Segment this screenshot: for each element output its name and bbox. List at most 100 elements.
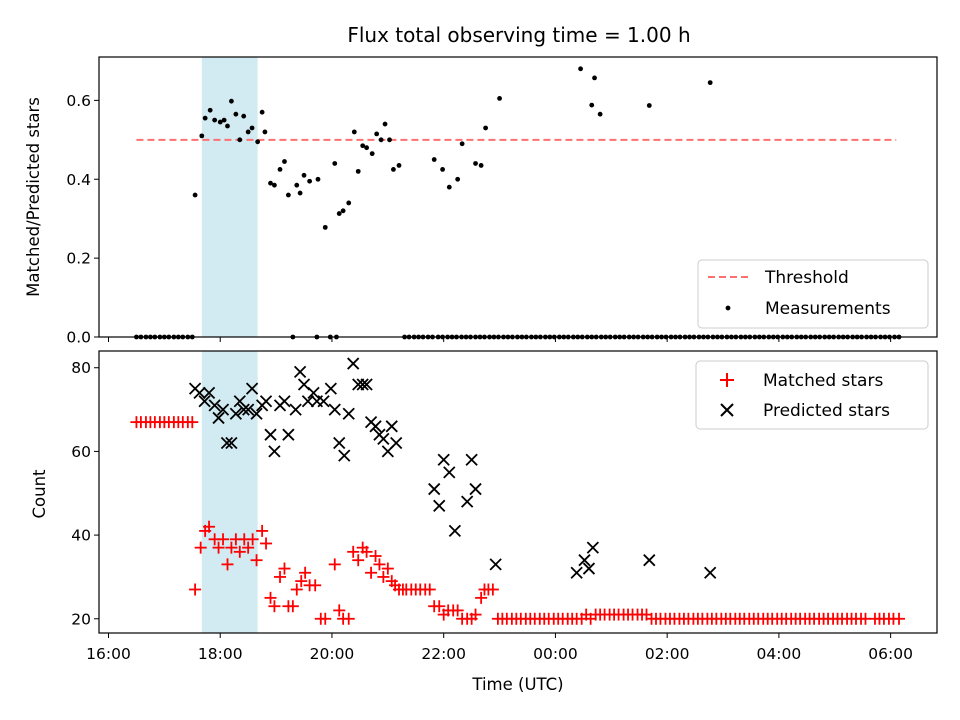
matched-stars-point bbox=[186, 416, 199, 429]
predicted-stars-point bbox=[301, 395, 315, 408]
measurement-point bbox=[217, 119, 223, 125]
measurement-point bbox=[578, 66, 583, 72]
predicted-stars-point bbox=[356, 378, 369, 391]
measurements-legend-label: Measurements bbox=[765, 299, 891, 319]
matched-stars-point bbox=[369, 550, 382, 563]
predicted-stars-point bbox=[268, 445, 281, 458]
predicted-stars-point bbox=[216, 403, 230, 416]
predicted-stars-point bbox=[282, 428, 295, 441]
measurement-point bbox=[646, 103, 652, 108]
matched-stars-point bbox=[365, 566, 378, 579]
x-tick-label: 18:00 bbox=[198, 645, 243, 663]
measurement-point bbox=[277, 166, 283, 172]
measurement-point bbox=[391, 166, 396, 172]
measurement-point bbox=[497, 96, 502, 101]
predicted-stars-point bbox=[237, 403, 250, 416]
x-tick-label: 20:00 bbox=[310, 645, 355, 663]
matched-stars-point bbox=[256, 524, 269, 537]
predicted-stars-point bbox=[390, 436, 403, 450]
bottom-y-tick-label: 40 bbox=[71, 527, 91, 545]
chart-title: Flux total observing time = 1.00 h bbox=[347, 23, 690, 47]
predicted-stars-point bbox=[586, 541, 599, 554]
matched-stars-point bbox=[381, 562, 394, 575]
measurement-point bbox=[382, 121, 388, 127]
matched-stars-point bbox=[295, 575, 308, 588]
measurement-point bbox=[707, 80, 713, 86]
predicted-stars-point bbox=[347, 357, 360, 370]
matched-stars-point bbox=[319, 612, 332, 625]
matched-stars-point bbox=[225, 541, 238, 554]
top-y-axis-label: Matched/Predicted stars bbox=[24, 97, 43, 297]
predicted-stars-point bbox=[570, 566, 583, 579]
predicted-stars-point bbox=[242, 403, 255, 416]
predicted-stars-point bbox=[328, 403, 341, 416]
predicted-stars-point bbox=[220, 436, 234, 450]
predicted-stars-point bbox=[198, 395, 211, 408]
top-highlight-span bbox=[201, 57, 258, 337]
matched-stars-point bbox=[203, 520, 216, 533]
measurement-point bbox=[294, 182, 300, 188]
measurement-point bbox=[597, 111, 603, 117]
top-y-tick-label: 0.6 bbox=[66, 92, 91, 110]
predicted-stars-point bbox=[433, 499, 446, 512]
predicted-stars-point bbox=[360, 378, 373, 391]
predicted-stars-point bbox=[193, 386, 206, 399]
measurement-point bbox=[207, 107, 213, 113]
measurement-point bbox=[455, 176, 461, 182]
measurement-point bbox=[478, 163, 484, 168]
matched-stars-point bbox=[352, 554, 365, 567]
top-panel: 0.0 0.2 0.4 0.6 Matched/Predicted stars Thr… bbox=[24, 56, 938, 347]
predicted-stars-point bbox=[317, 395, 330, 408]
top-y-tick-label: 0.4 bbox=[66, 171, 91, 189]
measurement-point bbox=[483, 125, 488, 131]
x-tick-label: 22:00 bbox=[421, 645, 466, 663]
matched-stars-point bbox=[274, 570, 287, 583]
measurement-point bbox=[225, 123, 230, 129]
predicted-stars-point bbox=[704, 566, 717, 579]
measurement-point bbox=[212, 117, 218, 123]
measurement-point bbox=[387, 137, 392, 143]
measurement-point bbox=[396, 163, 402, 168]
measurement-point bbox=[307, 178, 313, 184]
measurement-point bbox=[245, 129, 251, 135]
measurement-point bbox=[346, 200, 352, 206]
measurement-point bbox=[336, 211, 342, 216]
x-tick-label: 16:00 bbox=[86, 645, 131, 663]
measurement-point bbox=[592, 75, 597, 81]
matched-stars-point bbox=[242, 541, 255, 554]
predicted-stars-point bbox=[289, 403, 302, 416]
measurement-point bbox=[459, 141, 465, 147]
matched-stars-point bbox=[373, 558, 386, 571]
measurement-point bbox=[446, 184, 452, 190]
measurement-point bbox=[374, 131, 380, 137]
measurement-point bbox=[369, 151, 375, 157]
bottom-y-tick-label: 20 bbox=[71, 610, 91, 628]
matched-stars-point bbox=[299, 566, 312, 579]
predicted-stars-point bbox=[643, 554, 656, 567]
x-tick-label: 06:00 bbox=[868, 645, 913, 663]
predicted-stars-point bbox=[245, 382, 259, 395]
predicted-stars-point bbox=[307, 386, 320, 399]
predicted-stars-point bbox=[443, 466, 456, 479]
predicted-stars-point bbox=[229, 407, 243, 420]
predicted-stars-point bbox=[369, 420, 382, 433]
predicted-stars-point bbox=[225, 436, 238, 450]
predicted-stars-point bbox=[212, 411, 225, 425]
matched-stars-point bbox=[377, 570, 390, 583]
measurement-point bbox=[268, 180, 273, 186]
predicted-stars-point bbox=[342, 407, 355, 420]
top-legend-box bbox=[697, 259, 929, 329]
matched-stars-point bbox=[893, 612, 906, 625]
predicted-stars-point bbox=[489, 558, 502, 571]
measurement-point bbox=[297, 190, 303, 196]
matched-stars-point bbox=[250, 554, 263, 567]
predicted-stars-point bbox=[324, 382, 337, 395]
measurement-point bbox=[241, 113, 247, 119]
predicted-stars-point bbox=[461, 495, 474, 508]
x-tick-label: 00:00 bbox=[533, 645, 578, 663]
matched-stars-point bbox=[309, 579, 322, 592]
measurement-point bbox=[315, 176, 321, 182]
bottom-highlight-span bbox=[201, 351, 258, 633]
measurement-point bbox=[378, 137, 384, 143]
